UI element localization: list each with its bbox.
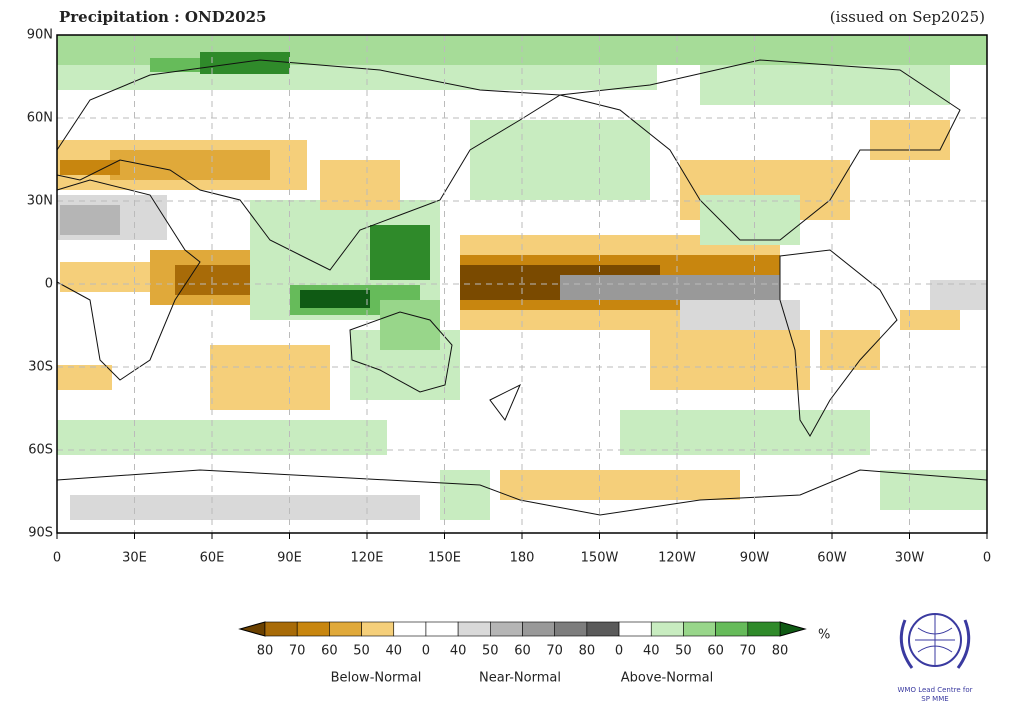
colorbar-tick: 60 [707, 644, 724, 659]
colorbar-swatch [747, 621, 781, 637]
lon-label: 90E [277, 551, 302, 566]
colorbar-swatch [296, 621, 330, 637]
colorbar-swatch [264, 621, 298, 637]
colorbar-swatch [490, 621, 523, 637]
logo-text: WMO Lead Centre for [898, 686, 973, 694]
grid [57, 35, 987, 533]
colorbar-swatch [393, 621, 427, 637]
unit: % [818, 628, 830, 643]
colorbar-tick: 70 [546, 644, 563, 659]
logo-text: SP MME [921, 695, 948, 703]
colorbar-swatch [683, 621, 716, 637]
colorbar-swatch [457, 621, 491, 637]
lon-label: 60W [817, 551, 847, 566]
category-label: Below-Normal [331, 671, 422, 686]
colorbar-tick: 50 [675, 644, 692, 659]
colorbar-swatch [554, 621, 588, 637]
lon-label: 0 [983, 551, 991, 566]
issued: (issued on Sep2025) [830, 8, 985, 26]
colorbar-tick: 50 [353, 644, 370, 659]
lon-label: 150E [428, 551, 461, 566]
colorbar-tick: 60 [514, 644, 531, 659]
lat-label: 90N [27, 28, 53, 43]
colorbar-tick: 70 [289, 644, 306, 659]
lon-label: 150W [581, 551, 619, 566]
colorbar-swatch [650, 621, 684, 637]
colorbar-tick: 0 [422, 644, 430, 659]
colorbar-tick: 40 [643, 644, 660, 659]
lat-label: 90S [28, 526, 53, 541]
lat-label: 60S [28, 443, 53, 458]
colorbar-swatch [361, 621, 395, 637]
colorbar-tick: 80 [579, 644, 596, 659]
colorbar-tick: 80 [257, 644, 274, 659]
category-label: Near-Normal [479, 671, 561, 686]
colorbar: 80 70 60 50 40 0 40 50 60 70 80 0 40 50 60 70 80 Below-No… [238, 621, 807, 686]
wmo-logo: WMO Lead Centre for SP MME [898, 613, 973, 703]
colorbar-swatch [329, 621, 362, 637]
colorbar-end [779, 621, 807, 637]
lon-label: 0 [53, 551, 61, 566]
lat-label: 30N [27, 194, 53, 209]
colorbar-swatch [715, 621, 749, 637]
colorbar-tick: 40 [385, 644, 402, 659]
colorbar-tick: 50 [482, 644, 499, 659]
lat-label: 0 [45, 277, 53, 292]
colorbar-swatch [586, 621, 620, 637]
colorbar-tick: 40 [450, 644, 467, 659]
colorbar-tick: 0 [615, 644, 623, 659]
lon-label: 60E [200, 551, 225, 566]
lon-label: 30E [122, 551, 147, 566]
colorbar-swatch [522, 621, 555, 637]
lon-label: 180 [510, 551, 535, 566]
lon-label: 120W [658, 551, 696, 566]
colorbar-tick: 70 [740, 644, 757, 659]
colorbar-tick: 60 [321, 644, 338, 659]
lon-label: 30W [895, 551, 925, 566]
lon-label: 90W [740, 551, 770, 566]
colorbar-tick: 80 [772, 644, 789, 659]
title: Precipitation : OND2025 [59, 8, 266, 26]
lat-label: 60N [27, 111, 53, 126]
lon-label: 120E [350, 551, 383, 566]
colorbar-swatch [425, 621, 459, 637]
colorbar-swatch [618, 621, 652, 637]
category-label: Above-Normal [621, 671, 714, 686]
lat-label: 30S [28, 360, 53, 375]
colorbar-end [238, 621, 266, 637]
coastlines [56, 59, 988, 516]
